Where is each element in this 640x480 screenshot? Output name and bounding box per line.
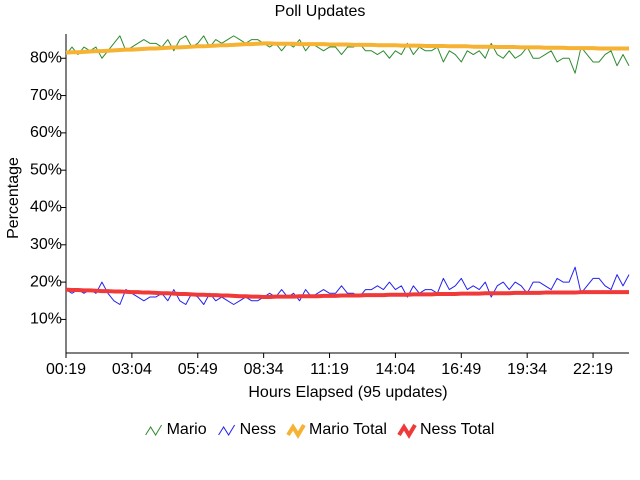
y-tick-label: 10%	[30, 311, 62, 328]
x-tick-label: 00:19	[46, 361, 86, 378]
x-tick-label: 16:49	[441, 361, 481, 378]
legend-icon	[397, 423, 417, 439]
y-tick-label: 40%	[30, 199, 62, 216]
y-tick-label: 30%	[30, 236, 62, 253]
legend-label: Ness Total	[420, 421, 494, 438]
chart-title: Poll Updates	[275, 3, 366, 20]
x-tick-label: 03:04	[112, 361, 152, 378]
y-tick-label: 70%	[30, 87, 62, 104]
x-tick-label: 14:04	[375, 361, 415, 378]
legend-icon	[145, 424, 163, 436]
x-tick-label: 11:19	[310, 361, 349, 378]
legend-item: Mario Total	[286, 421, 387, 439]
x-axis-label: Hours Elapsed (95 updates)	[248, 384, 447, 401]
legend-label: Mario Total	[309, 421, 387, 438]
legend-icon	[286, 423, 306, 439]
x-tick-label: 22:19	[573, 361, 613, 378]
series-line	[65, 266, 630, 305]
y-tick-label: 60%	[30, 124, 62, 141]
y-tick-label: 80%	[30, 49, 62, 66]
x-tick-label: 19:34	[507, 361, 547, 378]
x-tick-label: 05:49	[178, 361, 218, 378]
legend-item: Ness Total	[397, 421, 494, 439]
legend-item: Ness	[218, 421, 276, 438]
series-line	[65, 287, 629, 300]
series-line	[65, 41, 629, 55]
legend-label: Mario	[167, 421, 207, 438]
legend-icon	[218, 424, 236, 436]
x-tick-label: 08:34	[244, 361, 284, 378]
legend-item: Mario	[145, 421, 207, 438]
legend-label: Ness	[240, 421, 276, 438]
series-line	[65, 35, 630, 74]
y-tick-label: 50%	[30, 161, 62, 178]
y-tick-label: 20%	[30, 273, 62, 290]
y-axis-label: Percentage	[5, 157, 22, 239]
